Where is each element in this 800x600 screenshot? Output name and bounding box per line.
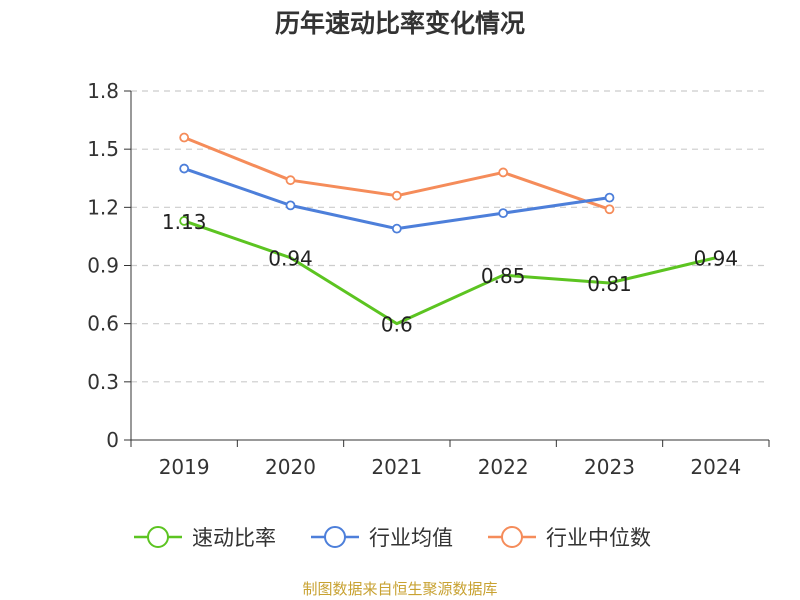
legend-item: 行业中位数 [488, 526, 651, 550]
data-point [391, 190, 402, 201]
data-point [285, 175, 296, 186]
y-tick-label: 1.5 [87, 137, 119, 161]
data-label: 0.94 [694, 247, 739, 271]
x-tick-label: 2022 [478, 455, 529, 479]
series-1 [179, 163, 615, 234]
data-label: 0.94 [268, 247, 313, 271]
x-tick-label: 2021 [371, 455, 422, 479]
data-point [179, 132, 190, 143]
data-point [498, 167, 509, 178]
data-point [604, 192, 615, 203]
legend-marker-icon [147, 526, 169, 548]
legend-label: 行业中位数 [546, 526, 651, 550]
data-point [391, 223, 402, 234]
legend-label: 速动比率 [192, 526, 276, 550]
data-point [179, 216, 190, 226]
legend-item: 行业均值 [311, 526, 453, 550]
y-tick-label: 1.8 [87, 79, 119, 103]
data-point [498, 208, 509, 219]
axes: 0 0.3 0.6 0.9 1.2 1.5 1.8 2019 2020 2021 2022 2023 2… [87, 79, 770, 479]
series-2 [179, 132, 615, 215]
y-tick-label: 0 [106, 428, 119, 452]
y-tick-label: 1.2 [87, 195, 119, 219]
data-label: 1.13 [162, 210, 207, 234]
x-tick-label: 2024 [690, 455, 741, 479]
data-label: 0.85 [481, 264, 526, 288]
y-tick-label: 0.6 [87, 312, 119, 336]
grid-lines [131, 90, 769, 383]
series-0 [179, 216, 717, 326]
data-point [179, 163, 190, 174]
y-tick-label: 0.3 [87, 370, 119, 394]
y-tick-label: 0.9 [87, 254, 119, 278]
series-line [183, 219, 717, 326]
legend-item: 速动比率 [134, 526, 276, 550]
data-labels: 1.13 0.94 0.6 0.85 0.81 0.94 [162, 210, 738, 337]
x-tick-label: 2019 [159, 455, 210, 479]
source-note: 制图数据来自恒生聚源数据库 [302, 580, 498, 598]
legend: 速动比率 行业均值 行业中位数 [134, 526, 651, 550]
data-label: 0.81 [587, 272, 632, 296]
data-label: 0.6 [381, 313, 413, 337]
chart-title: 历年速动比率变化情况 [274, 9, 525, 38]
data-point [285, 200, 296, 211]
series-lines [179, 132, 717, 326]
x-tick-label: 2023 [584, 455, 635, 479]
legend-label: 行业均值 [369, 526, 453, 550]
legend-marker-icon [501, 526, 523, 548]
data-point [604, 204, 615, 215]
legend-marker-icon [324, 526, 346, 548]
x-tick-label: 2020 [265, 455, 316, 479]
